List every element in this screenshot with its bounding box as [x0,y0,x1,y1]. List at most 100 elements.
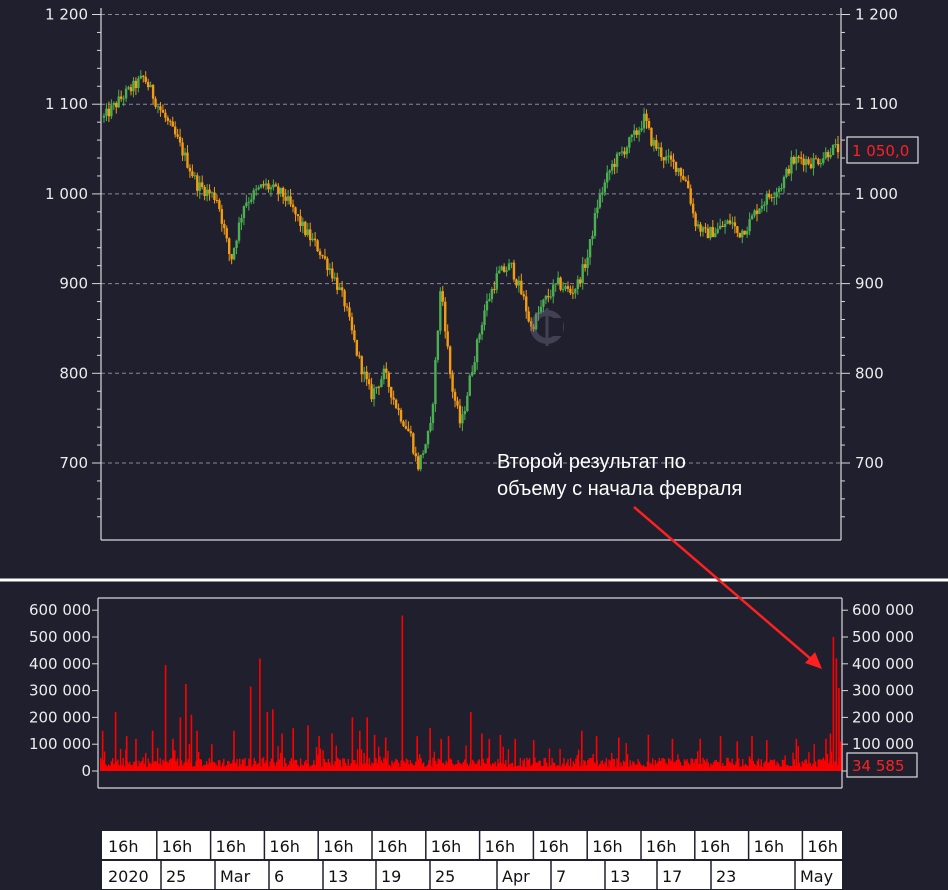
volume-bar [160,765,163,771]
price-candle-body [566,286,570,289]
price-tick-label-left: 1 200 [45,6,88,24]
volume-spike-bar [331,733,333,771]
volume-bar [573,763,576,771]
price-candle-body [380,379,383,388]
volume-last-value: 34 585 [852,757,905,775]
price-last-box [846,136,919,164]
volume-bar [134,761,136,771]
volume-bar [187,759,189,771]
price-candle-body [142,75,145,77]
volume-bar [738,758,740,771]
volume-bar [632,761,634,771]
price-candle-body [704,227,707,229]
price-candle-body [684,179,687,181]
volume-bar [539,760,541,771]
volume-bar [367,764,369,771]
price-candle-body [532,326,535,330]
volume-bar [375,758,377,771]
price-candle-body [598,194,602,208]
volume-bar [769,759,772,771]
price-candle-body [417,456,420,470]
volume-bar [350,763,352,771]
price-candle-body [328,268,332,271]
price-candle-body [215,199,219,201]
price-candle-body [804,159,808,166]
volume-bar [223,758,225,771]
volume-bar [444,764,446,771]
price-candle-body [267,183,270,190]
volume-bar [278,759,281,771]
volume-bar [364,763,367,771]
time-axis-top-label: 16h [108,837,139,856]
price-candle-body [176,134,179,137]
volume-bar [712,762,715,771]
volume-bar [753,763,756,771]
volume-bar [551,757,553,771]
volume-bar [536,762,539,771]
volume-bar [229,764,232,771]
volume-bar [755,765,757,771]
time-axis-top-label: 16h [646,837,677,856]
volume-bar [783,759,785,771]
volume-spike-bar [249,686,252,771]
price-candles [102,70,840,472]
volume-bar [209,762,212,771]
price-candle-body [173,126,177,135]
volume-bar [121,765,123,771]
price-candle-body [115,102,118,108]
price-candle-body [687,180,690,189]
volume-bar [363,752,365,771]
volume-bar [543,757,545,771]
volume-bar [694,758,696,771]
volume-bar [203,764,205,771]
price-candle-body [318,251,322,256]
volume-bar [710,763,712,771]
volume-bar [527,759,529,771]
price-candle-body [397,408,400,411]
price-tick-label-right: 900 [855,275,884,293]
volume-bar [703,759,706,771]
volume-spike-bar [532,740,535,771]
price-candle-body [633,130,636,135]
volume-bar [589,758,592,771]
volume-bar [227,760,229,771]
price-candle-body [701,227,705,232]
volume-bar [749,758,752,771]
price-candle-body [628,137,631,148]
volume-bar [442,762,445,771]
volume-bar [428,760,430,771]
volume-bar [109,765,111,771]
volume-bar [494,761,496,771]
volume-bar [522,760,524,771]
volume-bar [550,765,552,771]
price-candle-body [294,207,297,215]
volume-spike-bar [795,738,798,771]
volume-bar [584,760,586,771]
price-candle-body [355,340,359,356]
price-candle-body [301,221,305,226]
annotation-line-2: объему с начала февраля [497,478,742,500]
price-candle-body [316,240,319,252]
volume-bar [107,764,110,771]
volume-bar [323,758,326,771]
price-candle-body [554,283,557,285]
volume-bar [248,758,250,771]
price-candle-body [731,222,734,224]
price-candle-body [699,224,702,232]
price-candle-body [498,270,501,274]
price-candle-body [711,227,715,238]
price-candle-body [372,388,376,400]
price-candle-body [448,346,452,375]
volume-bar [110,761,112,771]
volume-bar [666,764,668,771]
volume-bar [284,757,286,771]
annotation-arrow-line [633,506,813,661]
volume-bar [757,758,760,771]
time-axis-top-label: 16h [216,837,247,856]
price-candle-body [738,232,742,238]
volume-bar [207,764,209,771]
volume-spike-bar [699,738,701,771]
time-axis-bottom-label: May [800,867,833,886]
volume-spike-bar [481,733,483,771]
volume-bar [241,759,244,771]
